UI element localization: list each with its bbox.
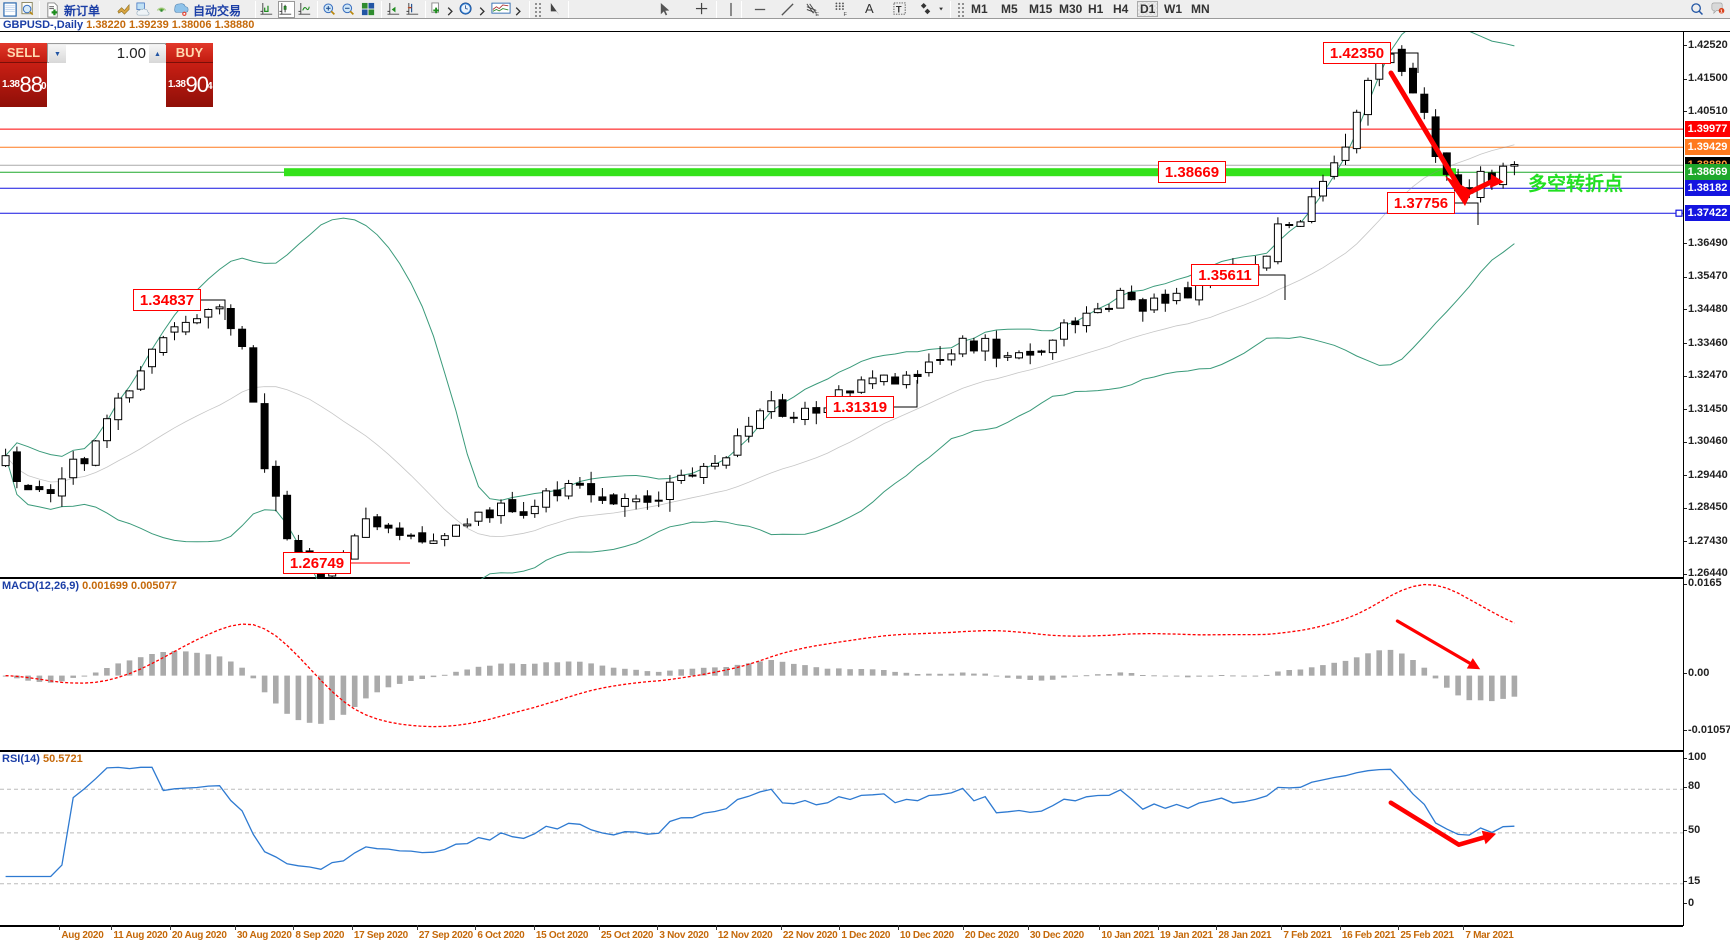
svg-text:1: 1 (1720, 9, 1723, 15)
svg-text:E: E (815, 12, 819, 17)
svg-text:F: F (843, 12, 847, 17)
svg-text:T: T (896, 4, 902, 14)
